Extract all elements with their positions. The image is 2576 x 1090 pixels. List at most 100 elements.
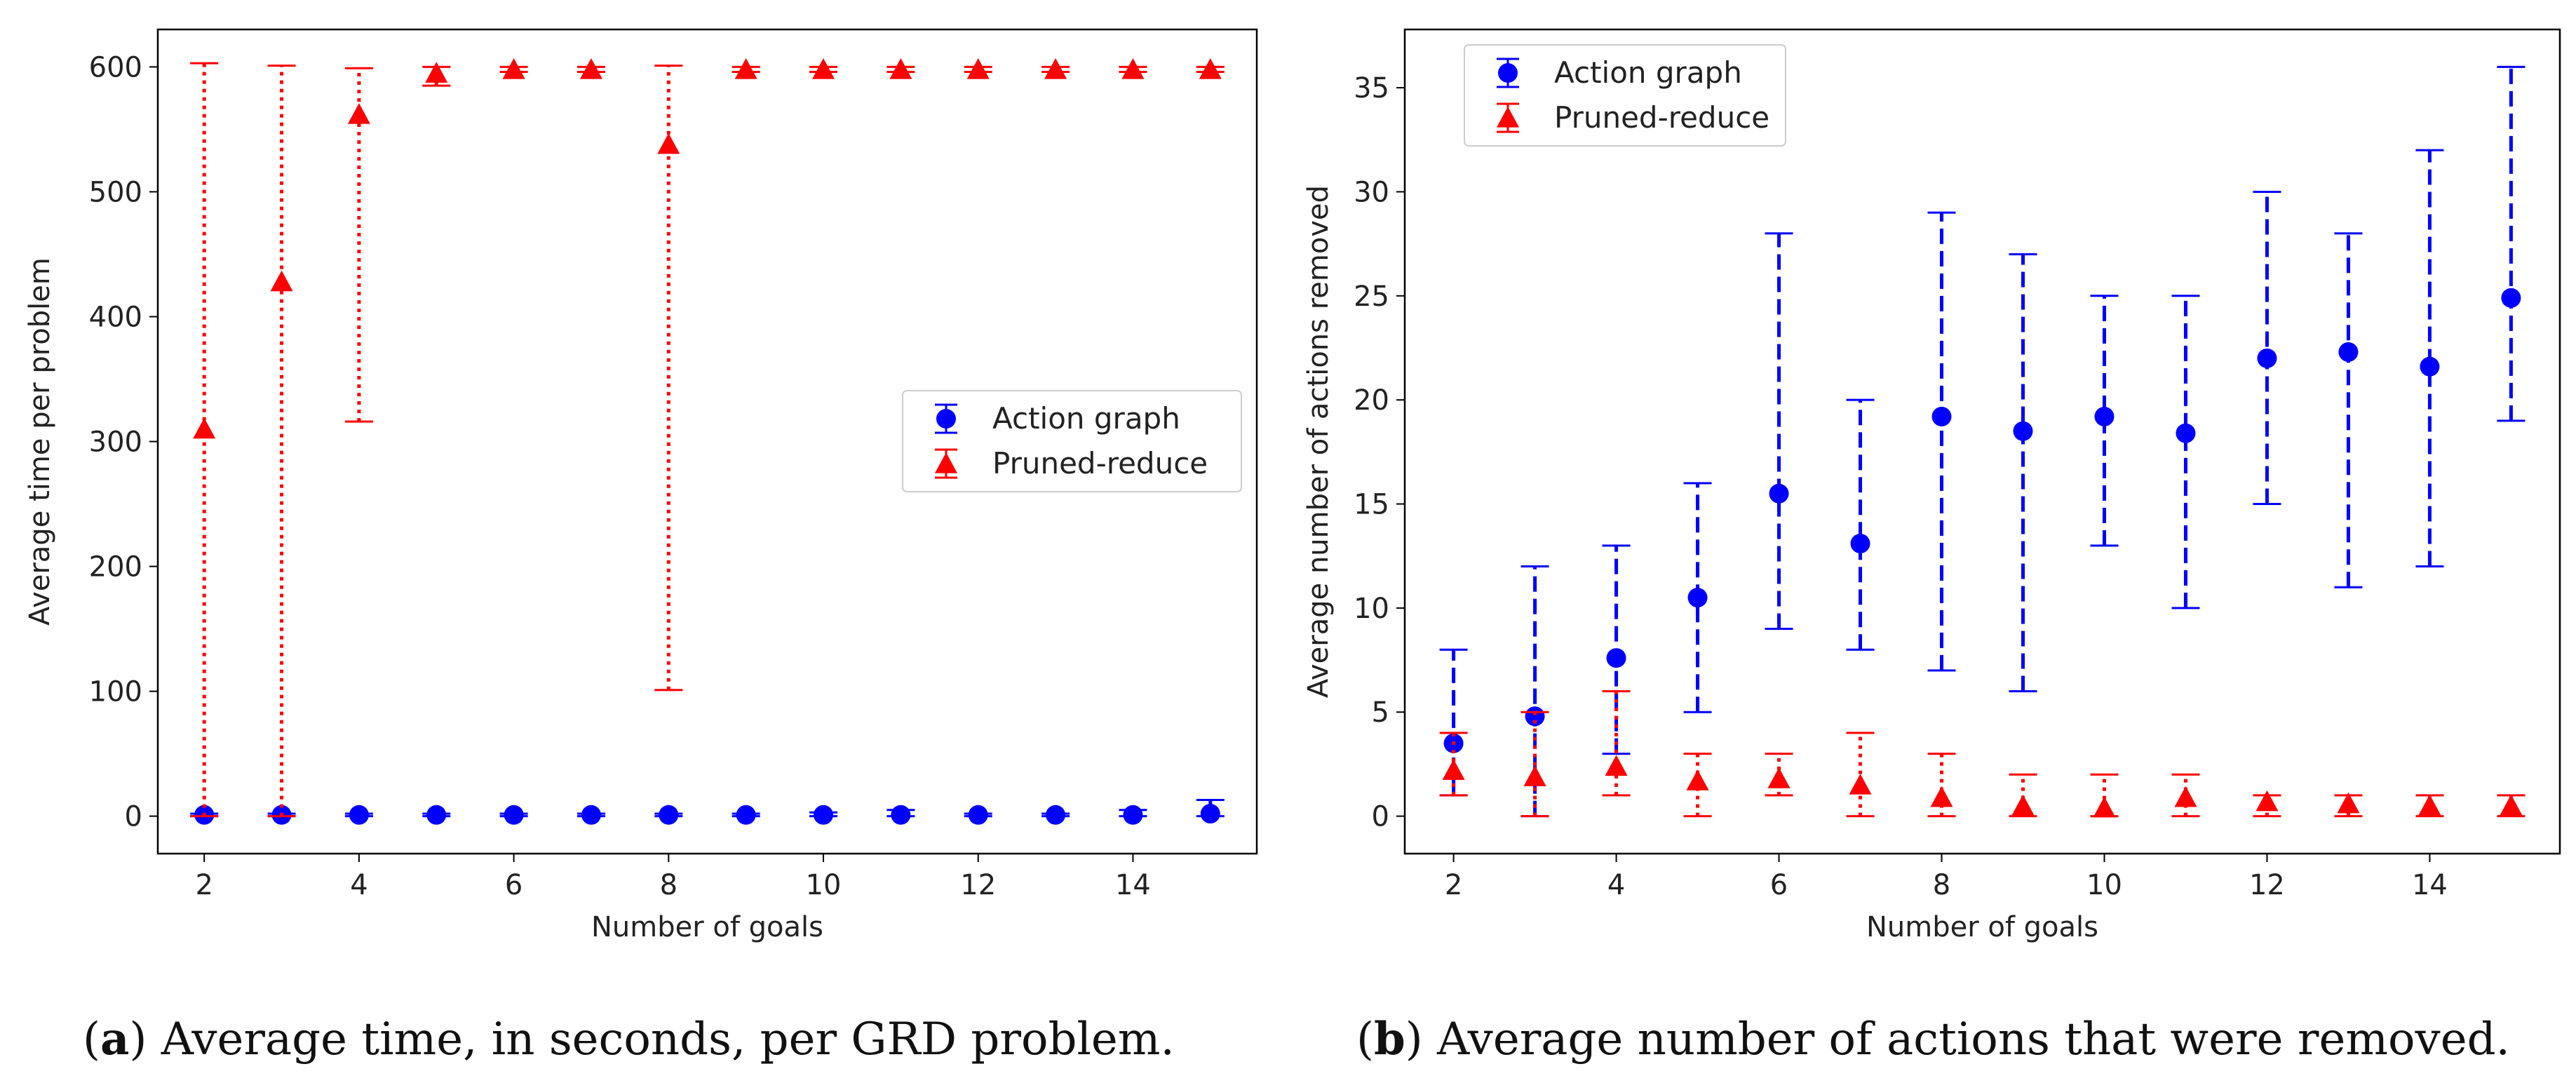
x-tick-label: 14 (1115, 869, 1151, 901)
y-tick-label: 0 (125, 801, 142, 833)
legend-marker (935, 452, 957, 473)
y-tick-label: 0 (1372, 801, 1389, 833)
data-point (502, 58, 525, 79)
data-point (2500, 794, 2523, 816)
data-point (966, 58, 990, 79)
data-point (891, 805, 911, 825)
data-point (193, 417, 216, 439)
data-point (1849, 774, 1872, 795)
x-tick-label: 12 (2249, 869, 2285, 901)
legend: Action graph Pruned-reduce (902, 390, 1242, 492)
data-point (2094, 406, 2115, 426)
caption-a-label: a (100, 1013, 130, 1065)
data-point (1199, 58, 1222, 79)
data-point (1606, 648, 1626, 668)
y-axis-title: Average time per problem (24, 257, 56, 626)
data-point (1769, 483, 1789, 504)
chart-panel-a: 2 4 6 8 10 12 14 0 100 200 300 400 500 600 Number of g… (24, 28, 1258, 943)
data-point (2420, 356, 2440, 377)
data-point (1523, 765, 1546, 786)
caption-b-text: Average number of actions that were remo… (1437, 1014, 2510, 1065)
legend-label: Action graph (992, 401, 1180, 436)
chart-panel-b: 2 4 6 8 10 12 14 0 5 10 15 20 25 30 35 Number of goals A… (1302, 28, 2561, 943)
x-axis-title: Number of goals (591, 911, 823, 943)
x-tick-label: 4 (1607, 869, 1625, 901)
y-tick-label: 5 (1372, 697, 1389, 729)
y-tick-label: 30 (1354, 176, 1389, 208)
data-point (2337, 792, 2360, 814)
series-action-graph (190, 798, 1225, 825)
data-point (1046, 805, 1066, 825)
data-point (736, 805, 756, 825)
caption-a: (a) Average time, in seconds, per GRD pr… (83, 1013, 1175, 1065)
data-point (968, 805, 988, 825)
legend-marker (1497, 107, 1519, 128)
data-point (1442, 759, 1465, 780)
data-point (2174, 786, 2197, 807)
legend-marker (1498, 63, 1518, 83)
data-point (2338, 342, 2359, 362)
data-point (2013, 421, 2033, 441)
legend-marker (936, 409, 956, 429)
data-point (1044, 58, 1067, 79)
data-point (425, 62, 448, 83)
data-point (889, 58, 912, 79)
x-tick-label: 12 (960, 869, 996, 901)
data-point (2176, 423, 2196, 443)
data-point (2093, 796, 2116, 818)
data-point (659, 805, 679, 825)
legend: Action graph Pruned-reduce (1464, 44, 1786, 147)
y-tick-label: 100 (89, 676, 142, 708)
data-point (1121, 58, 1145, 79)
data-point (347, 103, 370, 124)
data-point (1123, 805, 1143, 825)
data-point (814, 805, 834, 825)
y-tick-label: 20 (1354, 384, 1389, 417)
data-point (270, 270, 293, 292)
x-tick-label: 14 (2412, 869, 2448, 901)
data-point (2255, 790, 2279, 812)
x-tick-label: 6 (505, 869, 522, 901)
data-point (349, 805, 369, 825)
data-point (504, 805, 524, 825)
data-point (734, 58, 757, 79)
legend-box (902, 390, 1242, 492)
caption-a-text: Average time, in seconds, per GRD proble… (161, 1014, 1175, 1065)
x-tick-label: 6 (1770, 869, 1788, 901)
y-tick-label: 500 (89, 176, 142, 208)
data-point (2501, 288, 2521, 308)
x-tick-label: 10 (806, 869, 842, 901)
data-point (1605, 755, 1628, 776)
x-axis-title: Number of goals (1866, 911, 2098, 943)
x-tick-label: 2 (195, 869, 213, 901)
data-point (657, 133, 680, 154)
x-tick-label: 8 (1933, 869, 1950, 901)
data-point (2418, 794, 2441, 816)
x-tick-label: 10 (2086, 869, 2122, 901)
legend-box (1464, 44, 1786, 147)
data-point (1200, 804, 1220, 824)
y-tick-label: 35 (1354, 72, 1389, 105)
plot-frame (1403, 28, 2561, 855)
y-tick-label: 25 (1354, 281, 1389, 313)
x-tick-label: 4 (350, 869, 367, 901)
legend-label: Pruned-reduce (1554, 100, 1769, 135)
y-axis-title: Average number of actions removed (1302, 185, 1335, 698)
data-point (1931, 406, 1952, 426)
y-tick-label: 15 (1354, 489, 1389, 521)
y-tick-label: 200 (89, 551, 142, 584)
legend-label: Action graph (1554, 55, 1742, 90)
y-tick-label: 400 (89, 301, 142, 333)
data-point (1687, 588, 1708, 608)
x-tick-label: 2 (1445, 869, 1462, 901)
data-point (426, 805, 447, 825)
data-point (1930, 786, 1953, 807)
data-point (1850, 533, 1870, 553)
caption-b: (b) Average number of actions that were … (1356, 1013, 2510, 1065)
data-point (1686, 769, 1709, 790)
legend-label: Pruned-reduce (992, 446, 1208, 480)
y-tick-label: 600 (89, 51, 142, 83)
data-point (579, 58, 602, 79)
series-pruned-reduce (190, 58, 1225, 818)
